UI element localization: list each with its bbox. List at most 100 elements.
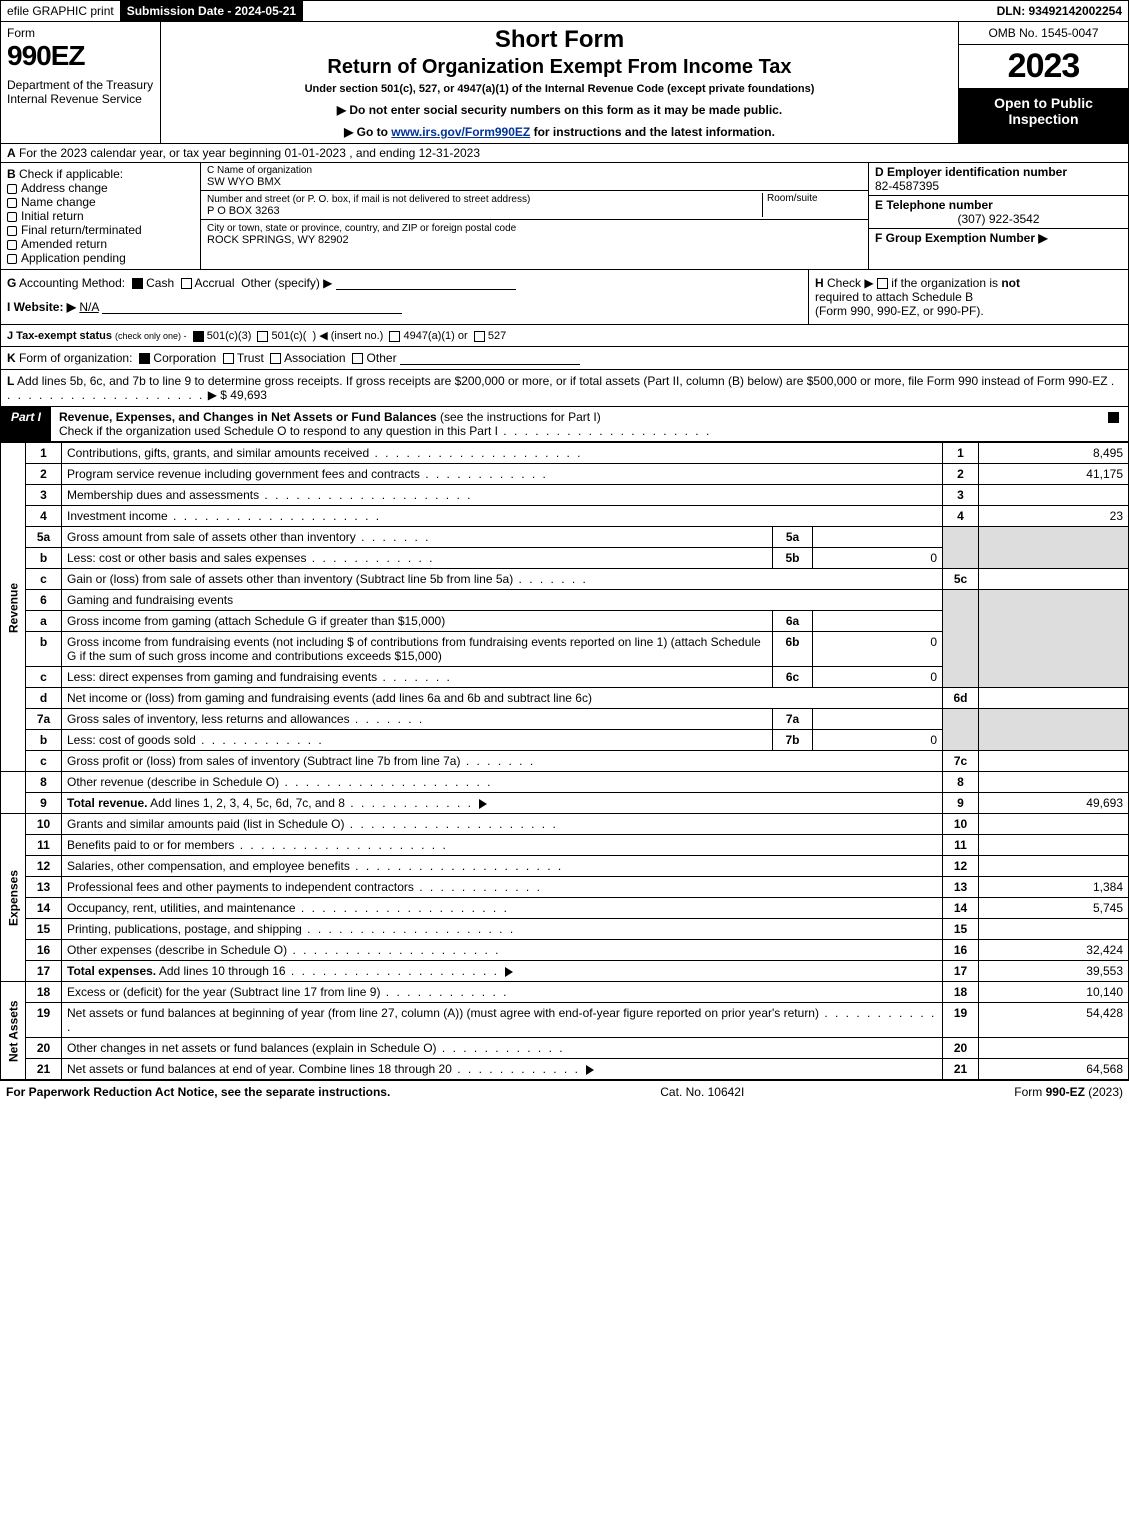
dln-label: DLN: 93492142002254 [991, 1, 1128, 21]
dot-6c [377, 670, 452, 684]
d21t: Net assets or fund balances at end of ye… [67, 1062, 452, 1076]
footer-mid: Cat. No. 10642I [660, 1085, 744, 1099]
check-h[interactable] [877, 278, 888, 289]
dot-4 [168, 509, 381, 523]
d5ct: Gain or (loss) from sale of assets other… [67, 572, 513, 586]
v-13: 1,384 [979, 877, 1129, 898]
d-6a: Gross income from gaming (attach Schedul… [62, 611, 773, 632]
h-prefix: Check ▶ [827, 276, 877, 290]
ln-19: 19 [26, 1003, 62, 1038]
check-501c3[interactable] [193, 331, 204, 342]
form-header: Form 990EZ Department of the Treasury In… [0, 22, 1129, 144]
check-other[interactable] [352, 353, 363, 364]
col-b: B Check if applicable: Address change Na… [1, 163, 201, 269]
check-527[interactable] [474, 331, 485, 342]
g-other-field[interactable] [336, 276, 516, 290]
check-4947[interactable] [389, 331, 400, 342]
fr-suffix: (2023) [1085, 1085, 1123, 1099]
ln-17: 17 [26, 961, 62, 982]
r-18: 18 [943, 982, 979, 1003]
dot-7a [350, 712, 425, 726]
d7ct: Gross profit or (loss) from sales of inv… [67, 754, 460, 768]
short-form-title: Short Form [169, 26, 950, 54]
d-5c: Gain or (loss) from sale of assets other… [62, 569, 943, 590]
efile-text: efile GRAPHIC print [7, 4, 114, 18]
sv-6a [813, 611, 943, 632]
d-13: Professional fees and other payments to … [62, 877, 943, 898]
check-accrual[interactable] [181, 278, 192, 289]
omb-number: OMB No. 1545-0047 [959, 22, 1128, 45]
r-4: 4 [943, 506, 979, 527]
k-opt3: Other [367, 351, 397, 365]
check-corp[interactable] [139, 353, 150, 364]
d-label: D Employer identification number [875, 165, 1067, 179]
c-city-row: City or town, state or province, country… [201, 220, 868, 269]
check-cash[interactable] [132, 278, 143, 289]
shade-5 [943, 527, 979, 569]
g-text: Accounting Method: [19, 276, 125, 290]
ln-15: 15 [26, 919, 62, 940]
part1-dots [498, 424, 711, 438]
d14t: Occupancy, rent, utilities, and maintena… [67, 901, 296, 915]
d-6: Gaming and fundraising events [62, 590, 943, 611]
d7at: Gross sales of inventory, less returns a… [67, 712, 350, 726]
chk1: Name change [21, 195, 96, 209]
d8t: Other revenue (describe in Schedule O) [67, 775, 279, 789]
r-6d: 6d [943, 688, 979, 709]
org-name: SW WYO BMX [207, 176, 862, 188]
i-label: I Website: ▶ [7, 300, 76, 314]
city-label: City or town, state or province, country… [207, 223, 516, 234]
footer: For Paperwork Reduction Act Notice, see … [0, 1080, 1129, 1103]
d-7c: Gross profit or (loss) from sales of inv… [62, 751, 943, 772]
note2: ▶ Go to www.irs.gov/Form990EZ for instru… [169, 125, 950, 139]
check-trust[interactable] [223, 353, 234, 364]
check-initial-return[interactable] [7, 212, 17, 222]
ln-14: 14 [26, 898, 62, 919]
check-address-change[interactable] [7, 184, 17, 194]
d11t: Benefits paid to or for members [67, 838, 234, 852]
l-label: L [7, 374, 14, 388]
d-14: Occupancy, rent, utilities, and maintena… [62, 898, 943, 919]
check-assoc[interactable] [270, 353, 281, 364]
check-name-change[interactable] [7, 198, 17, 208]
part1-check-cell [1098, 407, 1128, 441]
r-8: 8 [943, 772, 979, 793]
efile-label: efile GRAPHIC print [1, 1, 121, 21]
ln-6c: c [26, 667, 62, 688]
shadev-6 [979, 590, 1129, 688]
b-label: B [7, 167, 16, 181]
check-application-pending[interactable] [7, 254, 17, 264]
sv-6c: 0 [813, 667, 943, 688]
d-7b: Less: cost of goods sold [62, 730, 773, 751]
r-19: 19 [943, 1003, 979, 1038]
r-1: 1 [943, 443, 979, 464]
k-other-field[interactable] [400, 351, 580, 365]
r-7c: 7c [943, 751, 979, 772]
g-other: Other (specify) ▶ [241, 276, 332, 290]
ln-5b: b [26, 548, 62, 569]
d-17: Total expenses. Add lines 10 through 16 [62, 961, 943, 982]
r-13: 13 [943, 877, 979, 898]
v-12 [979, 856, 1129, 877]
chk2: Initial return [21, 209, 84, 223]
ln-7c: c [26, 751, 62, 772]
dot-17 [286, 964, 499, 978]
check-501c[interactable] [257, 331, 268, 342]
r-5c: 5c [943, 569, 979, 590]
d-block: D Employer identification number 82-4587… [869, 163, 1128, 196]
irs-link[interactable]: www.irs.gov/Form990EZ [391, 125, 530, 139]
g-label: G [7, 276, 16, 290]
k-opt2: Association [284, 351, 345, 365]
sv-7b: 0 [813, 730, 943, 751]
check-final-return[interactable] [7, 226, 17, 236]
dot-10 [344, 817, 557, 831]
part1-check[interactable] [1108, 412, 1119, 423]
check-amended[interactable] [7, 240, 17, 250]
d-16: Other expenses (describe in Schedule O) [62, 940, 943, 961]
r-9: 9 [943, 793, 979, 814]
v-21: 64,568 [979, 1059, 1129, 1080]
dot-7c [460, 754, 535, 768]
shade-6 [943, 590, 979, 688]
col-d-e-f: D Employer identification number 82-4587… [868, 163, 1128, 269]
g-cash: Cash [146, 276, 174, 290]
